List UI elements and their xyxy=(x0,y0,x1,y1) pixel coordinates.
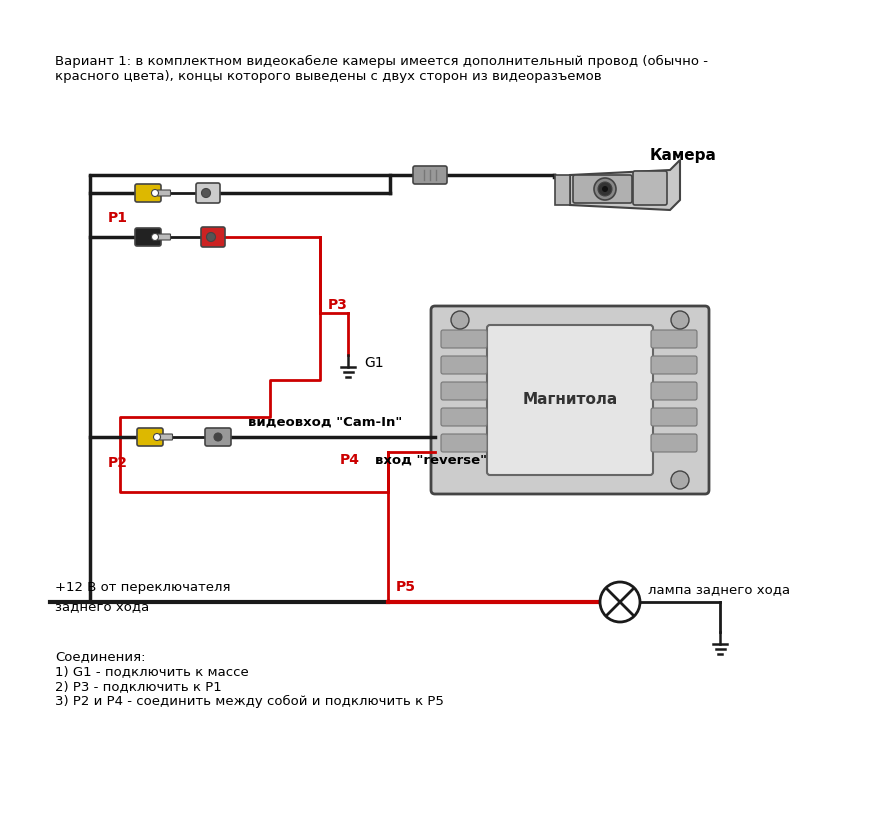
FancyBboxPatch shape xyxy=(651,408,697,426)
Circle shape xyxy=(602,186,608,192)
Text: P1: P1 xyxy=(108,211,128,225)
Circle shape xyxy=(151,190,158,196)
FancyBboxPatch shape xyxy=(441,408,487,426)
FancyBboxPatch shape xyxy=(487,325,653,475)
FancyBboxPatch shape xyxy=(137,428,163,446)
FancyBboxPatch shape xyxy=(157,234,171,240)
Text: лампа заднего хода: лампа заднего хода xyxy=(648,584,790,597)
FancyBboxPatch shape xyxy=(651,434,697,452)
FancyBboxPatch shape xyxy=(135,184,161,202)
FancyBboxPatch shape xyxy=(196,183,220,203)
Circle shape xyxy=(671,311,689,329)
Text: вход "reverse": вход "reverse" xyxy=(375,453,487,466)
FancyBboxPatch shape xyxy=(651,382,697,400)
FancyBboxPatch shape xyxy=(413,166,447,184)
Text: P5: P5 xyxy=(396,580,416,594)
FancyBboxPatch shape xyxy=(441,330,487,348)
Text: Соединения:
1) G1 - подключить к массе
2) Р3 - подключить к Р1
3) Р2 и Р4 - соед: Соединения: 1) G1 - подключить к массе 2… xyxy=(55,650,444,708)
FancyBboxPatch shape xyxy=(159,434,172,440)
Circle shape xyxy=(598,182,612,196)
FancyBboxPatch shape xyxy=(573,175,632,203)
Text: Магнитола: Магнитола xyxy=(522,392,618,407)
Circle shape xyxy=(600,582,640,622)
Polygon shape xyxy=(570,160,680,210)
FancyBboxPatch shape xyxy=(205,428,231,446)
Circle shape xyxy=(202,189,210,198)
FancyBboxPatch shape xyxy=(633,171,667,205)
Text: заднего хода: заднего хода xyxy=(55,600,149,613)
Text: видеовход "Cam-In": видеовход "Cam-In" xyxy=(248,415,402,429)
FancyBboxPatch shape xyxy=(441,382,487,400)
Polygon shape xyxy=(555,175,570,205)
Text: P3: P3 xyxy=(328,298,348,312)
Circle shape xyxy=(207,232,216,241)
FancyBboxPatch shape xyxy=(441,434,487,452)
FancyBboxPatch shape xyxy=(441,356,487,374)
FancyBboxPatch shape xyxy=(431,306,709,494)
FancyBboxPatch shape xyxy=(651,356,697,374)
FancyBboxPatch shape xyxy=(651,330,697,348)
Circle shape xyxy=(594,178,616,200)
Text: P2: P2 xyxy=(108,456,128,470)
Circle shape xyxy=(214,433,222,441)
Text: +12 В от переключателя: +12 В от переключателя xyxy=(55,581,231,594)
FancyBboxPatch shape xyxy=(135,228,161,246)
Text: Вариант 1: в комплектном видеокабеле камеры имеется дополнительный провод (обычн: Вариант 1: в комплектном видеокабеле кам… xyxy=(55,55,708,83)
Text: Камера: Камера xyxy=(650,148,717,163)
Circle shape xyxy=(451,311,469,329)
FancyBboxPatch shape xyxy=(157,190,171,196)
Circle shape xyxy=(151,233,158,241)
Circle shape xyxy=(154,433,161,441)
Circle shape xyxy=(671,471,689,489)
Text: G1: G1 xyxy=(364,356,384,370)
Text: P4: P4 xyxy=(340,453,360,467)
FancyBboxPatch shape xyxy=(201,227,225,247)
